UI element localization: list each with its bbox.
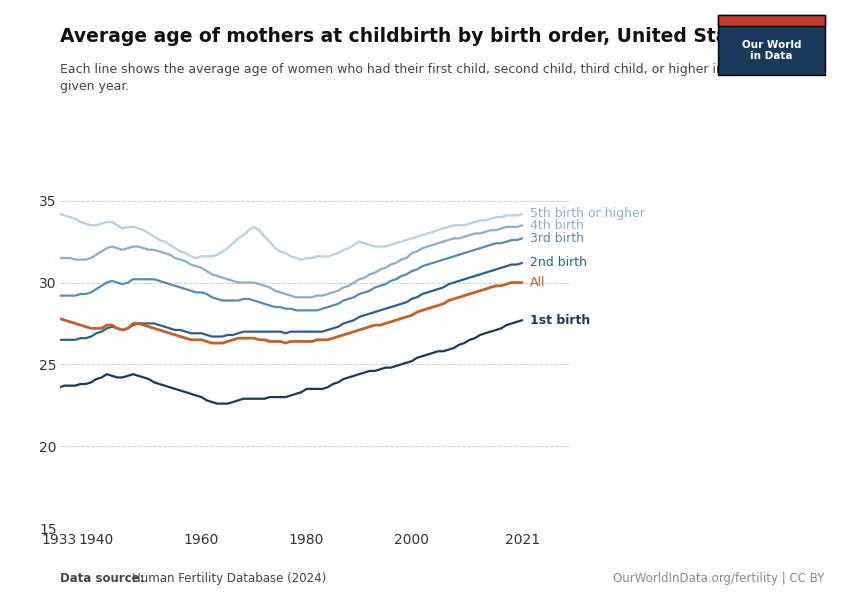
Text: All: All [530,276,546,289]
Text: 3rd birth: 3rd birth [530,232,584,245]
Text: Average age of mothers at childbirth by birth order, United States: Average age of mothers at childbirth by … [60,27,761,46]
Text: 1st birth: 1st birth [530,314,590,326]
Text: Each line shows the average age of women who had their first child, second child: Each line shows the average age of women… [60,63,735,93]
Text: Human Fertility Database (2024): Human Fertility Database (2024) [132,572,326,585]
Text: Our World
in Data: Our World in Data [741,40,801,61]
Text: 4th birth: 4th birth [530,219,584,232]
Text: OurWorldInData.org/fertility | CC BY: OurWorldInData.org/fertility | CC BY [613,572,824,585]
Text: 2nd birth: 2nd birth [530,256,587,269]
Text: Data source:: Data source: [60,572,148,585]
Text: 5th birth or higher: 5th birth or higher [530,208,645,220]
